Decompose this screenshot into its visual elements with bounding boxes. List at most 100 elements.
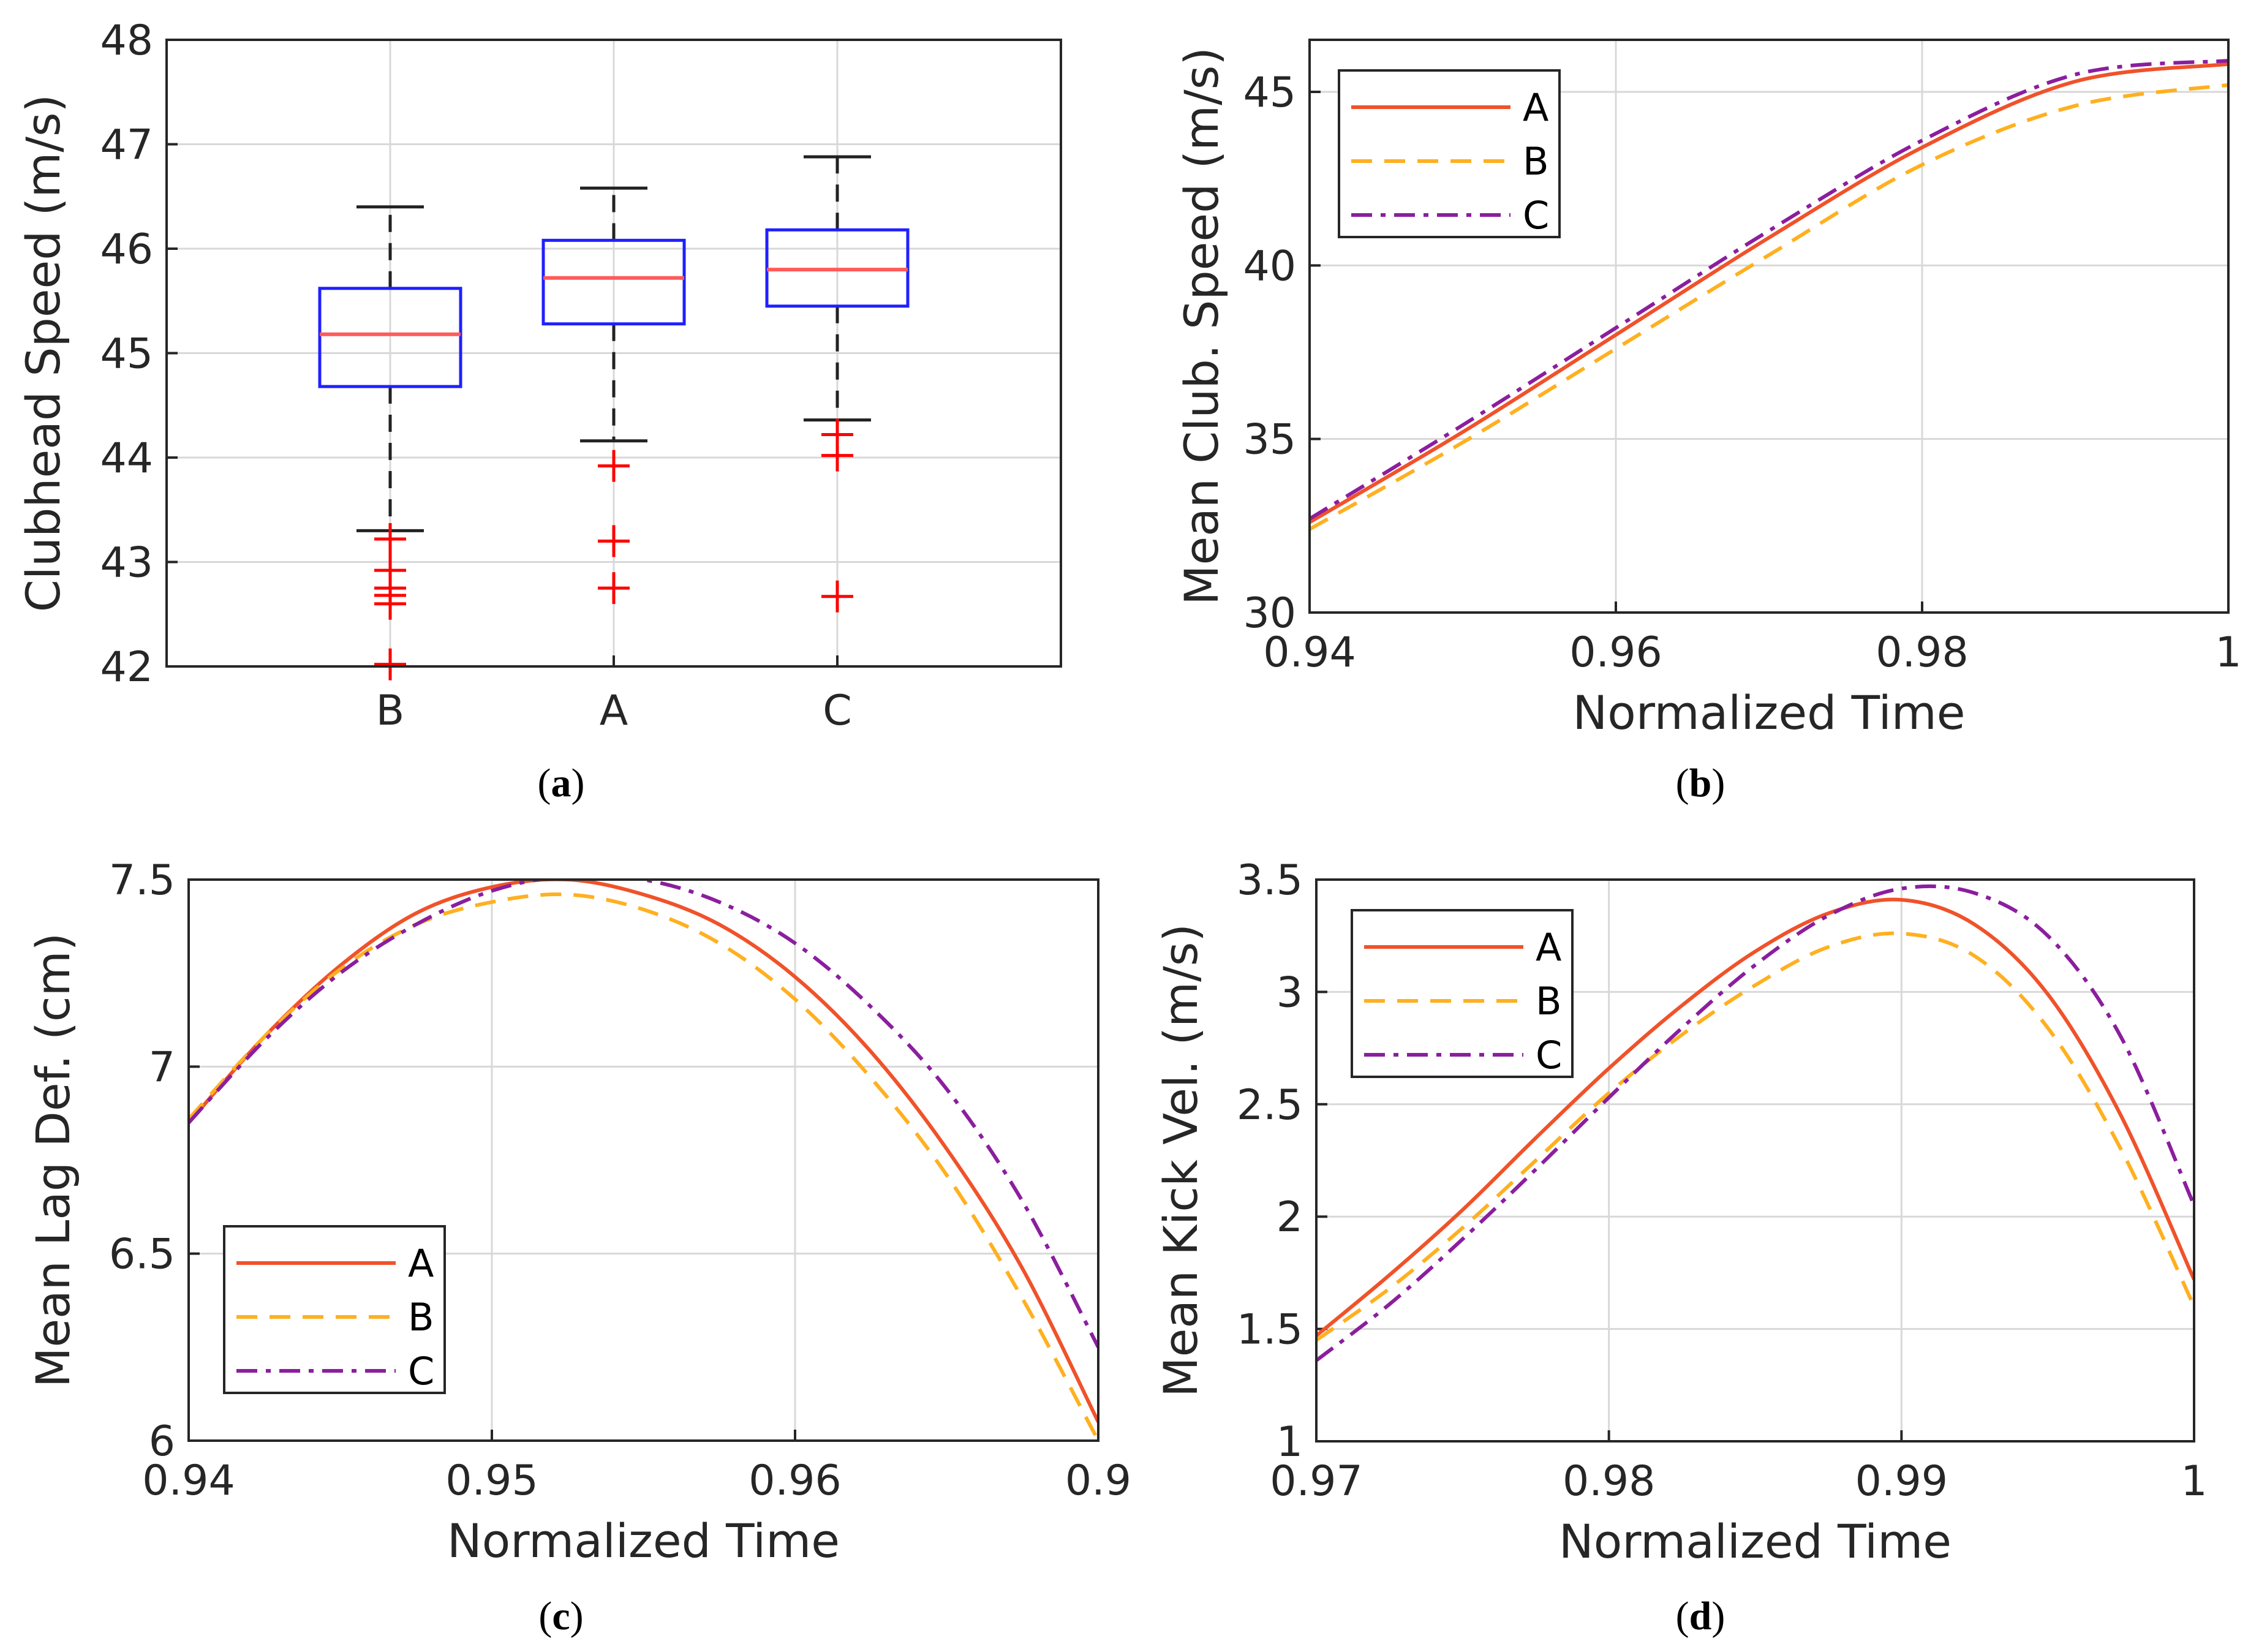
y-tick-label: 45 — [100, 330, 153, 379]
y-tick-label: 7.5 — [109, 856, 175, 905]
panel-caption: (d) — [1676, 1594, 1725, 1639]
x-tick-label: B — [376, 687, 405, 735]
series-line-A — [189, 880, 1098, 1423]
x-tick-label: 0.98 — [1876, 628, 1968, 677]
x-tick-label: 1 — [2181, 1457, 2207, 1506]
y-tick-label: 45 — [1243, 69, 1296, 117]
x-tick-label: 0.94 — [142, 1457, 235, 1505]
panel-b: 30 35 40 45 0.94 0.96 0.98 1 ABC Normalized Time M… — [1174, 39, 2242, 805]
y-tick-label: 2 — [1277, 1193, 1303, 1242]
panel-caption: (a) — [538, 761, 585, 805]
series-line-B — [189, 892, 1098, 1441]
series-line-C — [1316, 884, 2194, 1362]
plot-frame — [1315, 878, 2195, 1443]
caption-letter: a — [551, 761, 571, 805]
legend-label-C: C — [1523, 193, 1549, 238]
x-tick-label: 0.94 — [1263, 628, 1356, 677]
plot-frame — [165, 39, 1062, 668]
outlier-marker — [598, 450, 630, 482]
panel-d: 1 1.5 2 2.5 3 3.5 0.97 0.98 0.99 1 ABC Normalized T… — [1153, 856, 2208, 1639]
x-axis-label: Normalized Time — [447, 1514, 840, 1568]
y-tick-label: 6.5 — [109, 1231, 175, 1279]
y-tick-label: 1.5 — [1237, 1306, 1303, 1354]
legend-label-C: C — [408, 1349, 434, 1394]
outlier-marker — [821, 580, 853, 613]
legend-label-C: C — [1536, 1033, 1562, 1077]
x-tick-label: 0.95 — [445, 1457, 538, 1505]
plot-frame — [187, 878, 1099, 1442]
series-line-B — [1310, 83, 2228, 531]
y-tick-label: 3.5 — [1237, 856, 1303, 905]
iqr-box — [318, 287, 462, 388]
box-B — [318, 205, 462, 681]
caption-paren: ( — [538, 761, 551, 805]
plot-frame — [1308, 39, 2230, 614]
legend-box — [1338, 69, 1561, 238]
caption-paren: ( — [1676, 761, 1689, 805]
x-tick-label: 0.97 — [1270, 1457, 1362, 1506]
y-tick-label: 35 — [1243, 416, 1296, 464]
y-tick-label: 6 — [149, 1417, 175, 1466]
y-tick-label: 1 — [1277, 1418, 1303, 1466]
legend-box — [223, 1225, 446, 1394]
x-tick-label: 0.98 — [1563, 1457, 1655, 1506]
x-axis-label: Normalized Time — [1572, 685, 1965, 740]
panel-caption: (c) — [538, 1594, 583, 1639]
outlier-marker — [598, 572, 630, 605]
legend-label-B: B — [1536, 979, 1562, 1024]
y-tick-label: 3 — [1277, 968, 1303, 1017]
legend-label-A: A — [1523, 85, 1548, 130]
series-line-C — [189, 880, 1098, 1348]
caption-paren: ( — [1676, 1594, 1689, 1639]
y-tick-label: 47 — [100, 121, 153, 170]
caption-paren: ) — [570, 1594, 584, 1639]
caption-paren: ) — [1711, 761, 1725, 805]
panel-c: 6 6.5 7 7.5 0.94 0.95 0.96 0.9 ABC Normalized Tim… — [26, 856, 1131, 1639]
y-tick-label: 46 — [100, 225, 153, 274]
iqr-box — [541, 238, 686, 326]
legend: ABC — [223, 1225, 446, 1394]
y-tick-label: 43 — [100, 539, 153, 587]
outlier-marker — [598, 525, 630, 557]
legend-box — [1351, 909, 1574, 1078]
caption-paren: ( — [538, 1594, 552, 1639]
y-axis-label: Mean Lag Def. (cm) — [26, 933, 80, 1387]
x-tick-label: C — [823, 687, 851, 735]
y-tick-label: 48 — [100, 17, 153, 65]
panel-caption: (b) — [1676, 761, 1725, 805]
x-tick-label: 0.96 — [1569, 628, 1662, 677]
legend-label-A: A — [1536, 925, 1561, 970]
caption-paren: ) — [571, 761, 585, 805]
outlier-marker — [374, 587, 406, 620]
legend: ABC — [1351, 909, 1574, 1078]
legend-label-B: B — [408, 1295, 434, 1340]
series-line-A — [1310, 62, 2228, 524]
outlier-marker — [374, 522, 406, 555]
series-line-C — [1310, 59, 2228, 521]
caption-letter: c — [552, 1594, 570, 1639]
x-axis-label: Normalized Time — [1559, 1514, 1952, 1569]
legend-label-A: A — [408, 1241, 434, 1286]
box-C — [765, 155, 910, 613]
x-tick-label: 0.99 — [1855, 1457, 1948, 1506]
x-tick-label: 0.96 — [749, 1457, 841, 1505]
caption-letter: d — [1689, 1594, 1712, 1639]
outlier-marker — [821, 439, 853, 472]
y-tick-label: 44 — [100, 434, 153, 483]
legend: ABC — [1338, 69, 1561, 238]
caption-paren: ) — [1711, 1594, 1725, 1639]
y-tick-label: 30 — [1243, 589, 1296, 638]
y-tick-label: 42 — [100, 643, 153, 692]
y-tick-label: 40 — [1243, 242, 1296, 290]
panel-a: 42 43 44 45 46 47 48 B A C Clubhead Speed (m/s) (a) — [16, 17, 1062, 805]
caption-letter: b — [1689, 761, 1712, 805]
series-line-B — [1316, 931, 2194, 1342]
y-tick-label: 2.5 — [1237, 1081, 1303, 1130]
y-axis-label: Clubhead Speed (m/s) — [16, 94, 70, 612]
x-tick-label: A — [600, 687, 628, 735]
box-A — [541, 186, 686, 605]
y-axis-label: Mean Kick Vel. (m/s) — [1153, 924, 1208, 1397]
x-tick-label: 1 — [2215, 628, 2241, 677]
series-line-A — [1316, 897, 2194, 1337]
